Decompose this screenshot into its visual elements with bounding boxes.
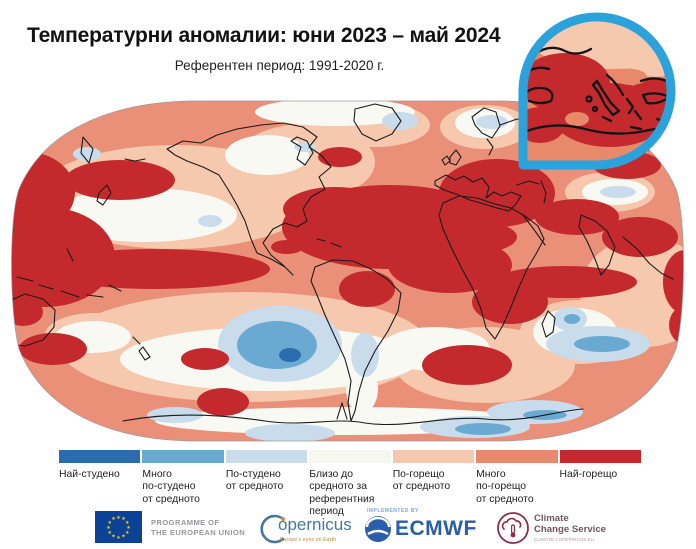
legend-label-warmer: По-горещо от средното xyxy=(392,469,451,493)
svg-text:★: ★ xyxy=(125,520,130,526)
svg-text:★: ★ xyxy=(111,534,116,540)
legend-label-colder: По-студено от средното xyxy=(225,469,284,493)
legend-item-hottest: Най-горещо xyxy=(559,450,643,518)
svg-text:★: ★ xyxy=(126,525,131,531)
legend-swatch-much-warmer xyxy=(476,450,558,463)
inset-anomaly-field xyxy=(523,17,671,165)
reference-period-subtitle: Референтен период: 1991-2020 г. xyxy=(174,58,385,73)
legend-label-coldest: Най-студено xyxy=(59,469,120,480)
eu-flag-logo: ★ ★ ★★ ★★ ★★ ★★ ★★ xyxy=(95,511,142,543)
climate-change-service-logo: Climate Change Service CLIMATE.COPERNICU… xyxy=(496,508,676,548)
footer-logos: ★ ★ ★ ★ ★ ★ ★ ★ ★ ★ ★ ★ PROGRAMME OF THE EUROP… xyxy=(0,505,696,549)
copernicus-logo: opernicus Europe's eyes on Earth xyxy=(256,511,356,549)
ccs-wordmark: Climate Change Service xyxy=(534,513,606,535)
ccs-tagline: CLIMATE.COPERNICUS.EU xyxy=(534,537,595,542)
legend-item-near-average: Близо до средното за референтния период xyxy=(309,450,392,518)
anomaly-neutral-patches xyxy=(53,101,648,435)
legend-label-hottest: Най-горещо xyxy=(559,469,618,480)
legend-label-much-warmer: Много по-горещо от средното xyxy=(476,469,534,505)
legend-item-much-warmer: Много по-горещо от средното xyxy=(476,450,559,518)
anomaly-coldest-patch xyxy=(279,348,301,362)
inset-magnifier-border xyxy=(518,12,676,170)
ecmwf-logo: IMPLEMENTED BY ECMWF xyxy=(364,505,494,549)
anomaly-legend: Най-студено Много по-студено от средното… xyxy=(59,450,643,518)
legend-swatch-near-average xyxy=(309,450,391,463)
svg-text:★: ★ xyxy=(121,516,126,522)
svg-text:★: ★ xyxy=(116,515,121,521)
ccs-cloud-thermometer-icon xyxy=(497,512,529,544)
eu-programme-label: PROGRAMME OF THE EUROPEAN UNION xyxy=(151,518,246,538)
legend-item-much-colder: Много по-студено от средното xyxy=(142,450,225,518)
implemented-by-label: IMPLEMENTED BY xyxy=(367,508,419,514)
svg-text:★: ★ xyxy=(125,530,130,536)
svg-text:★: ★ xyxy=(108,520,113,526)
legend-swatch-coldest xyxy=(59,450,141,463)
legend-label-much-colder: Много по-студено от средното xyxy=(142,469,200,505)
europe-zoom-inset xyxy=(518,12,676,170)
legend-label-near-average: Близо до средното за референтния период xyxy=(309,469,375,517)
legend-swatch-much-colder xyxy=(142,450,224,463)
copernicus-c-swoosh-icon xyxy=(260,514,285,544)
legend-swatch-hottest xyxy=(559,450,641,463)
legend-swatch-colder xyxy=(225,450,308,463)
svg-text:★: ★ xyxy=(111,516,116,522)
copernicus-wordmark: opernicus xyxy=(278,515,352,534)
legend-item-warmer: По-горещо от средното xyxy=(392,450,476,518)
map-outline xyxy=(11,100,684,442)
ecmwf-globe-icon xyxy=(365,516,391,542)
legend-item-colder: По-студено от средното xyxy=(225,450,309,518)
continent-outlines xyxy=(11,103,676,426)
eu-flag-stars: ★ ★ ★★ ★★ ★★ ★★ ★★ xyxy=(106,515,131,541)
copernicus-tagline: Europe's eyes on Earth xyxy=(280,537,337,543)
legend-item-coldest: Най-студено xyxy=(59,450,142,518)
ecmwf-wordmark: ECMWF xyxy=(395,517,477,540)
svg-text:★: ★ xyxy=(106,525,111,531)
legend-swatch-warmer xyxy=(392,450,475,463)
svg-text:★: ★ xyxy=(108,530,113,536)
svg-text:★: ★ xyxy=(116,535,121,541)
svg-text:★: ★ xyxy=(121,534,126,540)
page-title: Температурни аномалии: юни 2023 – май 20… xyxy=(27,24,501,47)
